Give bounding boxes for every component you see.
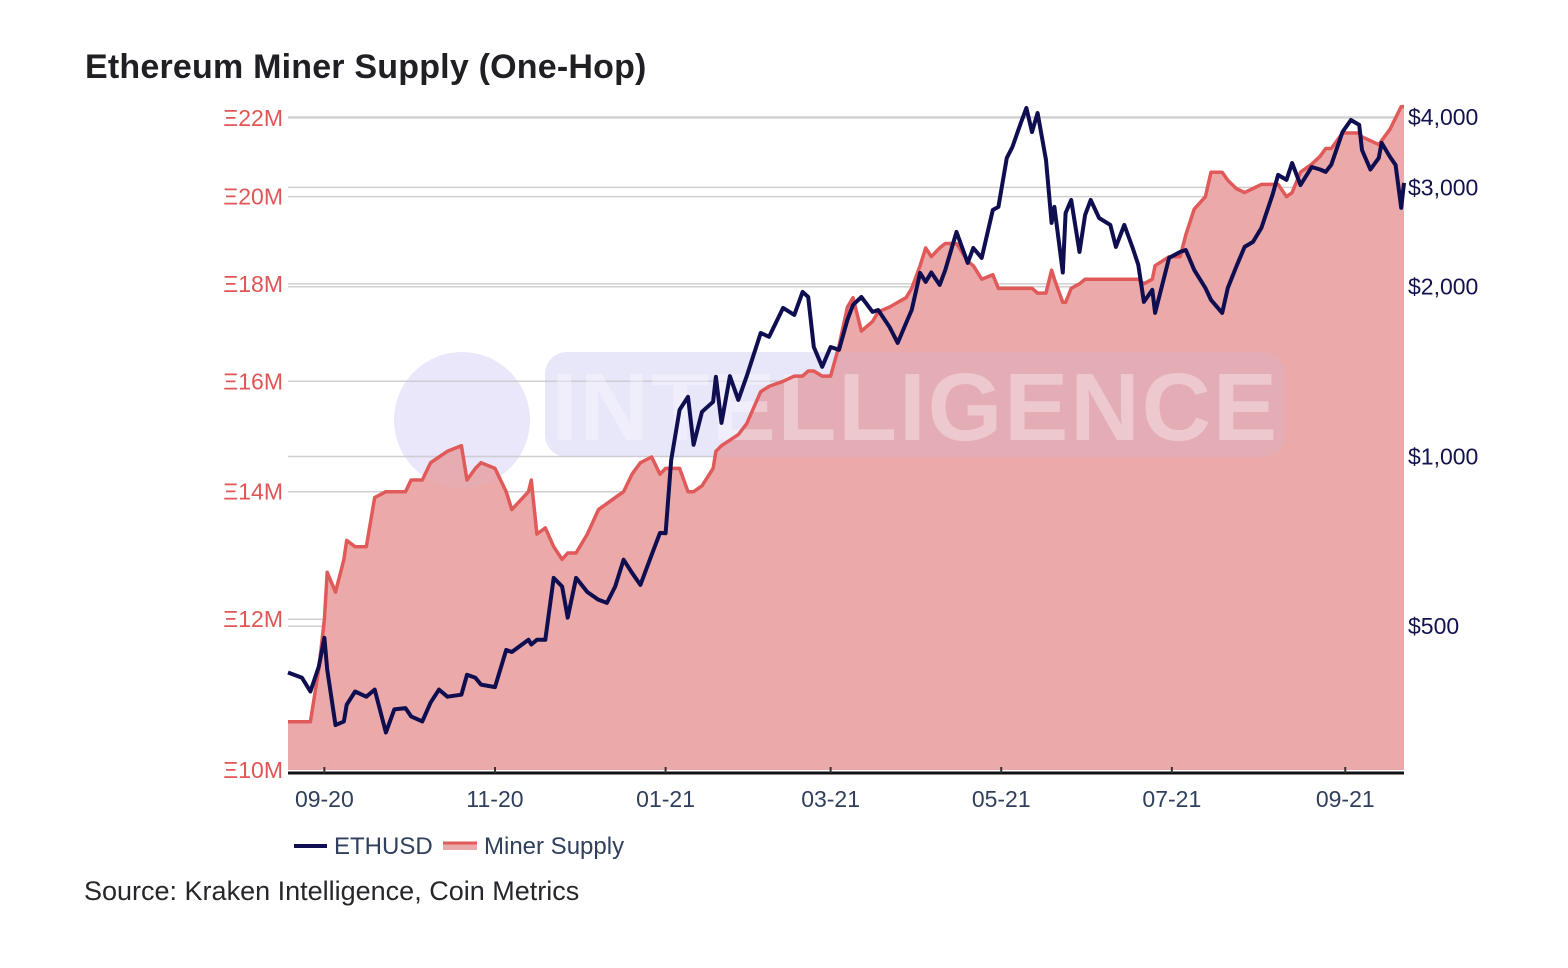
miner-supply-line xyxy=(288,104,1404,724)
x-tick-label: 03-21 xyxy=(801,786,860,812)
watermark-logo-tint xyxy=(394,352,530,488)
legend-label-miner-supply: Miner Supply xyxy=(484,833,624,860)
x-tick-label: 09-21 xyxy=(1316,786,1375,812)
y-left-tick-label: Ξ18M xyxy=(223,271,283,297)
legend-label-ethusd: ETHUSD xyxy=(334,833,433,860)
y-left-tick-label: Ξ20M xyxy=(223,184,283,210)
y-right-tick-label: $3,000 xyxy=(1408,174,1478,200)
source-note: Source: Kraken Intelligence, Coin Metric… xyxy=(84,876,580,906)
y-left-tick-label: Ξ16M xyxy=(223,368,283,394)
y-left-tick-label: Ξ14M xyxy=(223,479,283,505)
y-left-tick-label: Ξ12M xyxy=(223,606,283,632)
chart-title: Ethereum Miner Supply (One-Hop) xyxy=(85,48,647,86)
x-tick-label: 07-21 xyxy=(1142,786,1201,812)
y-right-tick-label: $500 xyxy=(1408,613,1459,639)
watermark-logo-icon xyxy=(394,352,530,488)
y-left-tick-label: Ξ10M xyxy=(223,757,283,783)
watermark-text: INTELLIGENCE xyxy=(551,354,1279,461)
x-tick-label: 01-21 xyxy=(636,786,695,812)
y-right-tick-label: $1,000 xyxy=(1408,443,1478,469)
legend: ETHUSD Miner Supply xyxy=(294,833,624,860)
x-tick-label: 05-21 xyxy=(972,786,1031,812)
axes: Ξ10M Ξ12M Ξ14M Ξ16M Ξ18M Ξ20M Ξ22M $500 $1,000 $2… xyxy=(223,104,1478,812)
y-left-tick-label: Ξ22M xyxy=(223,105,283,131)
y-right-tick-label: $2,000 xyxy=(1408,274,1478,300)
y-right-tick-label: $4,000 xyxy=(1408,104,1478,130)
x-tick-label: 09-20 xyxy=(295,786,354,812)
x-tick-label: 11-20 xyxy=(466,786,523,812)
ethusd-line xyxy=(287,106,1406,735)
legend-swatch-miner-supply xyxy=(443,842,477,850)
